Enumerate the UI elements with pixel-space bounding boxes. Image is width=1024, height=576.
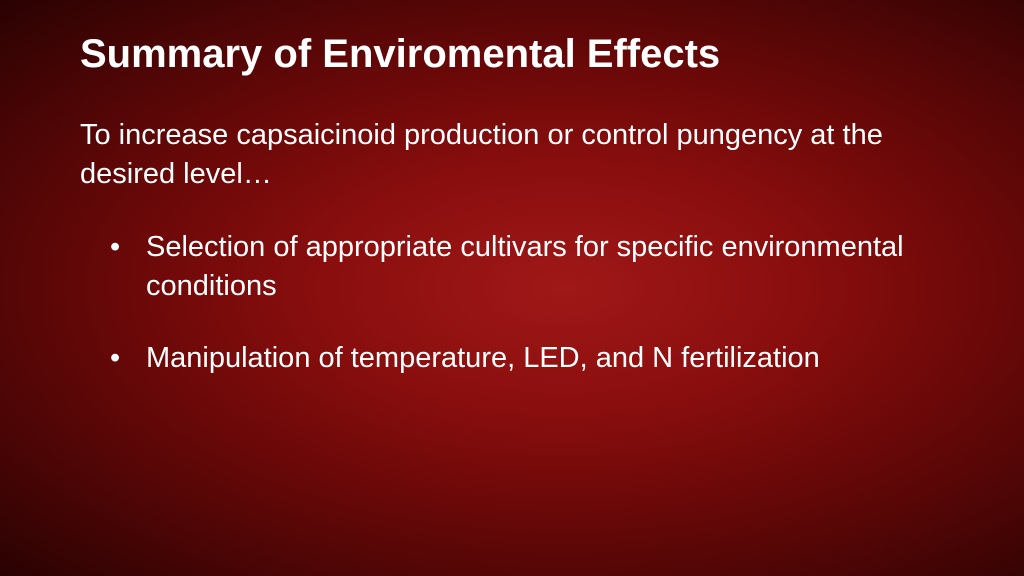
slide-intro-text: To increase capsaicinoid production or c… <box>80 116 944 194</box>
list-item: Manipulation of temperature, LED, and N … <box>110 339 944 378</box>
presentation-slide: Summary of Enviromental Effects To incre… <box>0 0 1024 576</box>
slide-title: Summary of Enviromental Effects <box>80 30 944 78</box>
bullet-list: Selection of appropriate cultivars for s… <box>80 228 944 377</box>
list-item: Selection of appropriate cultivars for s… <box>110 228 944 306</box>
